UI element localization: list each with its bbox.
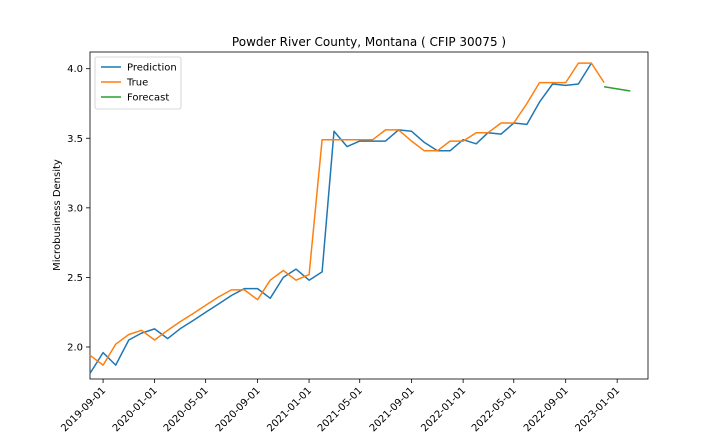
x-tick-label: 2020-09-01 <box>214 385 263 432</box>
y-axis: 2.0 2.5 3.0 3.5 4.0 <box>67 64 90 353</box>
x-tick-label: 2020-05-01 <box>162 385 211 432</box>
legend-box <box>94 56 182 110</box>
x-axis: 2019-09-01 2020-01-01 2020-05-01 2020-09-01… <box>59 379 622 432</box>
x-tick-label: 2022-09-01 <box>522 385 571 432</box>
x-tick-label: 2022-01-01 <box>419 385 468 432</box>
series-line-true <box>89 62 605 366</box>
chart-title: Powder River County, Montana ( CFIP 3007… <box>232 35 506 49</box>
plot-frame <box>89 51 649 380</box>
y-tick-label: 4.0 <box>67 64 83 75</box>
y-tick-label: 2.0 <box>67 342 83 353</box>
legend-label: Prediction <box>127 63 177 74</box>
x-tick-label: 2019-09-01 <box>59 385 108 432</box>
legend-label: Forecast <box>127 93 169 104</box>
x-tick-label: 2020-01-01 <box>111 385 160 432</box>
legend-label: True <box>126 78 148 89</box>
x-tick-label: 2022-05-01 <box>470 385 519 432</box>
y-tick-label: 3.0 <box>67 203 83 214</box>
y-axis-label: Microbusiness Density <box>52 159 63 271</box>
x-tick-label: 2021-01-01 <box>265 385 314 432</box>
series-line-forecast <box>603 86 631 92</box>
y-tick-label: 3.5 <box>67 134 83 145</box>
series-lines <box>89 62 631 374</box>
x-tick-label: 2021-09-01 <box>368 385 417 432</box>
x-tick-label: 2023-01-01 <box>573 385 622 432</box>
y-tick-label: 2.5 <box>67 273 83 284</box>
x-tick-label: 2021-05-01 <box>316 385 365 432</box>
legend: Prediction True Forecast <box>94 56 182 110</box>
